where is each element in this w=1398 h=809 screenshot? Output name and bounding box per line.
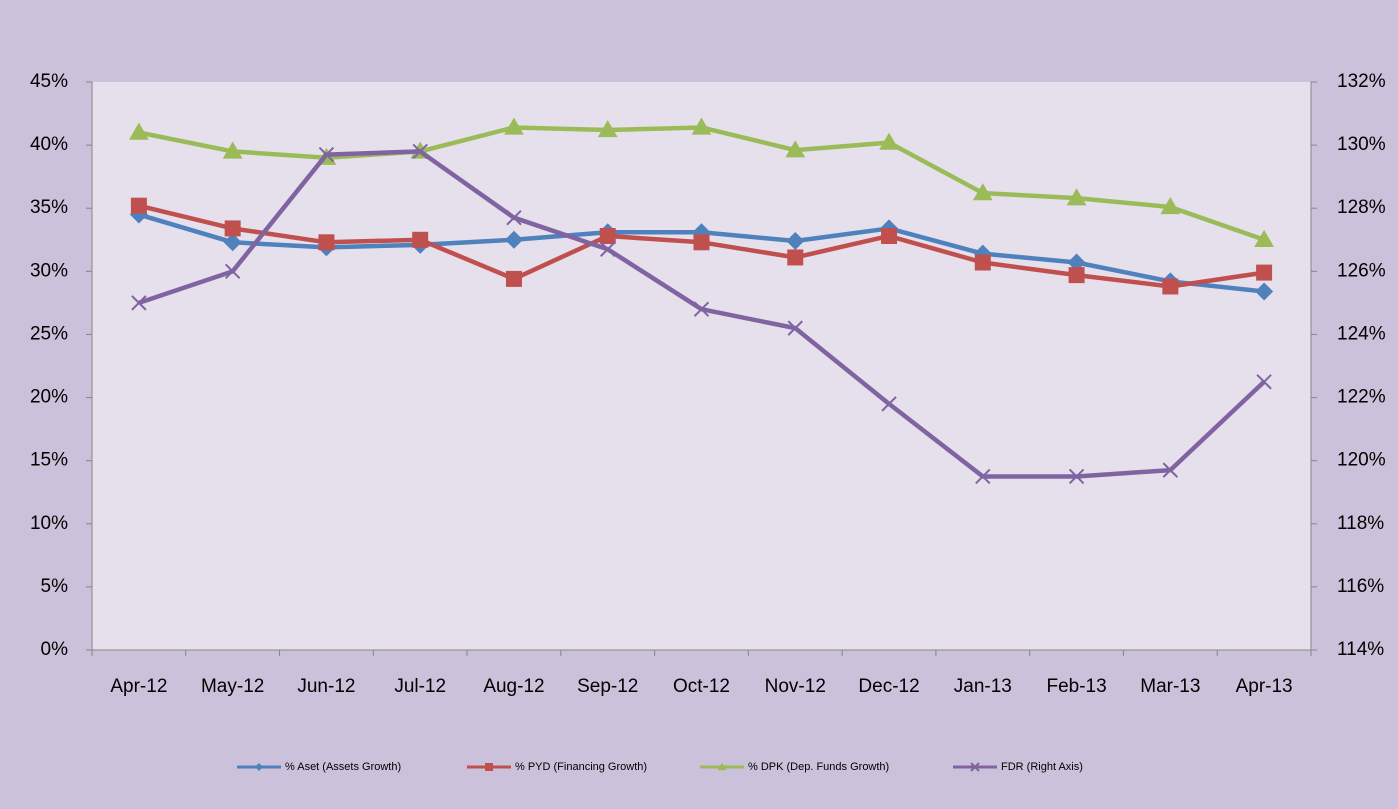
marker	[600, 241, 616, 257]
marker	[785, 140, 806, 158]
marker	[318, 234, 335, 251]
y-tick-label: 35%	[30, 197, 68, 218]
y-tick-label: 10%	[30, 513, 68, 534]
marker	[975, 468, 991, 485]
marker	[1254, 229, 1275, 247]
marker	[1162, 462, 1179, 478]
marker	[599, 227, 616, 244]
x-tick-label: Jan-13	[954, 676, 1012, 697]
x-tick-label: Apr-13	[1236, 676, 1293, 697]
legend-marker	[970, 762, 980, 772]
y2-tick-label: 124%	[1337, 323, 1386, 344]
y-tick-label: 0%	[41, 639, 69, 660]
marker	[973, 244, 992, 263]
marker	[974, 254, 991, 271]
marker	[504, 117, 524, 135]
y2-tick-label: 130%	[1337, 134, 1386, 155]
marker	[1255, 282, 1274, 301]
y-tick-label: 45%	[30, 71, 68, 92]
marker	[1160, 197, 1181, 215]
x-tick-label: Nov-12	[765, 676, 826, 697]
marker	[1162, 278, 1179, 295]
marker	[412, 143, 428, 160]
y-tick-label: 5%	[41, 576, 69, 597]
x-tick-label: Apr-12	[110, 676, 167, 697]
marker	[879, 132, 899, 150]
x-tick-label: Aug-12	[483, 676, 544, 697]
marker	[506, 209, 522, 226]
marker	[504, 230, 523, 249]
legend-marker	[485, 763, 493, 771]
marker	[787, 249, 804, 266]
marker	[131, 295, 147, 311]
marker	[223, 233, 242, 252]
y-tick-label: 30%	[30, 260, 68, 281]
marker	[128, 122, 149, 140]
legend-marker	[255, 763, 263, 771]
marker	[693, 301, 710, 317]
x-tick-label: Sep-12	[577, 676, 638, 697]
marker	[224, 263, 241, 280]
x-tick-label: Dec-12	[858, 676, 919, 697]
marker	[1068, 468, 1085, 485]
marker	[881, 227, 898, 244]
legend-marker	[717, 762, 727, 771]
x-tick-label: Mar-13	[1140, 676, 1200, 697]
x-tick-label: Feb-13	[1046, 676, 1106, 697]
legend-label: % Aset (Assets Growth)	[285, 761, 401, 773]
y2-tick-label: 128%	[1337, 197, 1386, 218]
x-tick-label: May-12	[201, 676, 264, 697]
plot-area	[92, 82, 1311, 650]
marker	[691, 117, 712, 135]
marker	[1256, 374, 1272, 390]
y-tick-label: 40%	[30, 134, 68, 155]
marker	[318, 146, 335, 163]
marker	[1066, 188, 1087, 206]
x-tick-label: Jun-12	[297, 676, 355, 697]
marker	[222, 141, 243, 159]
x-tick-label: Oct-12	[673, 676, 730, 697]
y-tick-label: 15%	[30, 450, 68, 471]
y2-tick-label: 126%	[1337, 260, 1386, 281]
marker	[1068, 267, 1085, 284]
y2-tick-label: 122%	[1337, 387, 1386, 408]
x-tick-label: Jul-12	[394, 676, 446, 697]
marker	[787, 320, 803, 336]
y2-tick-label: 116%	[1337, 576, 1384, 597]
marker	[412, 231, 429, 248]
marker	[130, 197, 147, 214]
marker	[972, 183, 993, 201]
marker	[881, 396, 897, 412]
y2-tick-label: 114%	[1337, 639, 1384, 660]
legend-label: % DPK (Dep. Funds Growth)	[748, 761, 889, 773]
legend-label: % PYD (Financing Growth)	[515, 761, 647, 773]
y-tick-label: 20%	[30, 387, 68, 408]
legend-label: FDR (Right Axis)	[1001, 761, 1083, 773]
marker	[1067, 253, 1086, 272]
marker	[1256, 264, 1273, 281]
y2-tick-label: 120%	[1337, 450, 1386, 471]
marker	[505, 270, 522, 287]
marker	[786, 232, 805, 251]
marker	[224, 220, 241, 237]
marker	[597, 120, 618, 138]
y2-tick-label: 132%	[1337, 71, 1386, 92]
y2-tick-label: 118%	[1337, 513, 1384, 534]
marker	[693, 234, 710, 251]
y-tick-label: 25%	[30, 323, 68, 344]
